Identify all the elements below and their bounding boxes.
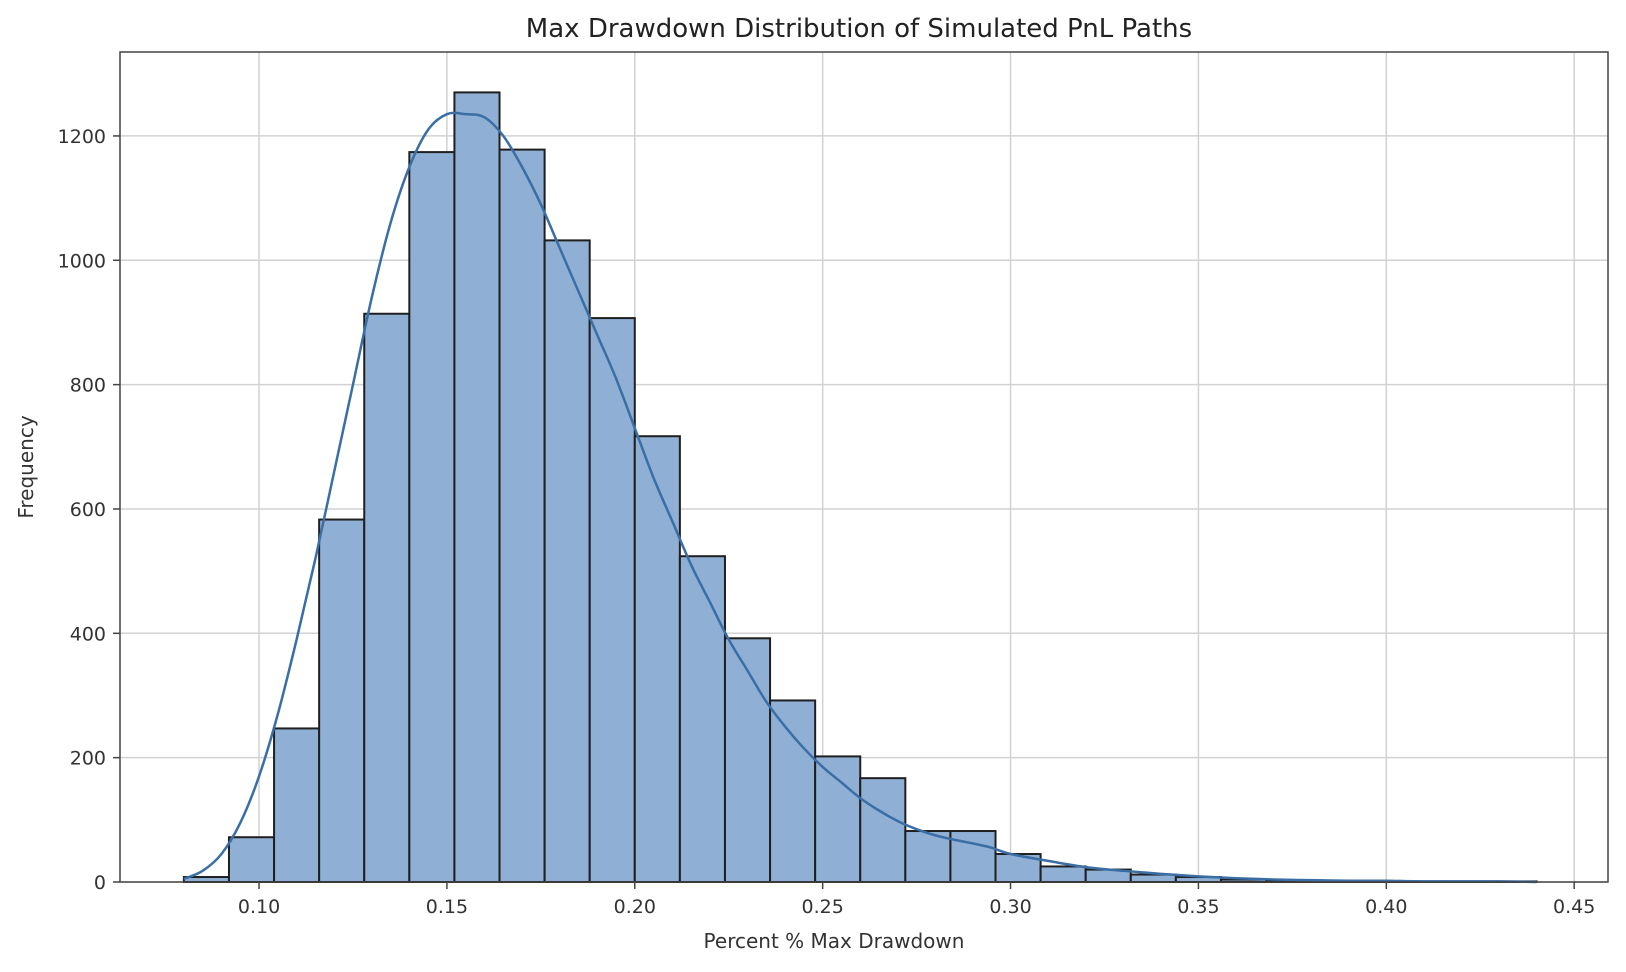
histogram-bar <box>723 637 772 884</box>
kde-curve <box>183 111 1537 884</box>
y-tick-label: 200 <box>70 748 106 770</box>
histogram-bars <box>182 91 1538 884</box>
y-tick-label: 800 <box>70 375 106 397</box>
histogram-bar <box>588 317 636 884</box>
x-tick-label: 0.25 <box>802 896 844 918</box>
histogram-bar <box>227 836 276 884</box>
histogram-bar <box>859 777 907 884</box>
y-tick-label: 0 <box>94 872 106 894</box>
x-axis-ticks: 0.10 0.15 0.20 0.25 0.30 0.35 0.40 0.45 <box>238 882 1595 918</box>
plot-frame <box>119 51 1609 883</box>
histogram-bar <box>408 151 456 884</box>
y-axis-ticks: 0 200 400 600 800 1000 1200 <box>58 126 120 894</box>
y-axis-title: Frequency <box>14 415 38 518</box>
x-tick-label: 0.30 <box>989 896 1031 918</box>
histogram-bar <box>814 755 862 883</box>
x-tick-label: 0.10 <box>238 896 280 918</box>
y-tick-label: 600 <box>70 499 106 521</box>
histogram-bar <box>1039 865 1087 883</box>
histogram-bar <box>498 148 546 884</box>
y-tick-label: 400 <box>70 623 106 645</box>
histogram-bar <box>453 91 501 883</box>
x-tick-label: 0.20 <box>614 896 656 918</box>
chart-title: Max Drawdown Distribution of Simulated P… <box>526 14 1192 44</box>
histogram-bar <box>363 312 411 884</box>
x-tick-label: 0.40 <box>1365 896 1407 918</box>
histogram-bar <box>949 830 997 884</box>
kde-curve-group <box>183 111 1537 884</box>
histogram-bar <box>273 727 321 883</box>
x-tick-label: 0.15 <box>426 896 468 918</box>
histogram-bar <box>633 435 681 883</box>
x-axis-title: Percent % Max Drawdown <box>704 929 965 953</box>
x-tick-label: 0.45 <box>1553 896 1595 918</box>
histogram-bar <box>543 239 591 883</box>
x-tick-label: 0.35 <box>1177 896 1219 918</box>
histogram-bar <box>678 555 726 883</box>
y-tick-label: 1000 <box>58 250 106 272</box>
y-tick-label: 1200 <box>58 126 106 148</box>
histogram-bar <box>769 699 817 883</box>
histogram-bar <box>318 518 366 883</box>
